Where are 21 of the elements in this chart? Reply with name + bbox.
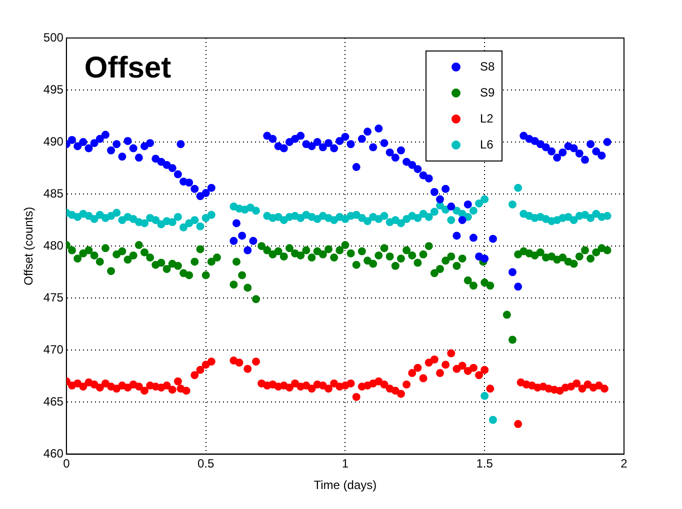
legend-label: S8 <box>480 59 496 74</box>
x-tick-label: 0 <box>63 456 70 471</box>
y-tick-label: 475 <box>43 290 64 304</box>
x-axis-title: Time (days) <box>314 478 377 492</box>
y-tick-label: 465 <box>43 394 64 408</box>
y-axis-title: Offset (counts) <box>22 206 36 286</box>
y-tick-label: 495 <box>43 82 64 96</box>
x-tick-label: 2 <box>620 456 628 471</box>
x-tick-label: 1.5 <box>476 456 494 471</box>
y-tick-label: 480 <box>43 238 64 252</box>
x-tick-label: 0.5 <box>197 456 214 471</box>
x-tick-label: 1 <box>342 456 349 471</box>
y-tick-label: 485 <box>43 186 64 200</box>
y-tick-label: 460 <box>43 446 64 461</box>
y-tick-label: 490 <box>43 134 64 148</box>
chart-title: Offset <box>84 51 172 84</box>
legend-label: L6 <box>480 137 494 152</box>
y-tick-label: 470 <box>43 342 64 356</box>
legend-label: S9 <box>480 85 496 100</box>
legend-label: L2 <box>480 111 494 126</box>
y-tick-label: 500 <box>43 30 64 44</box>
